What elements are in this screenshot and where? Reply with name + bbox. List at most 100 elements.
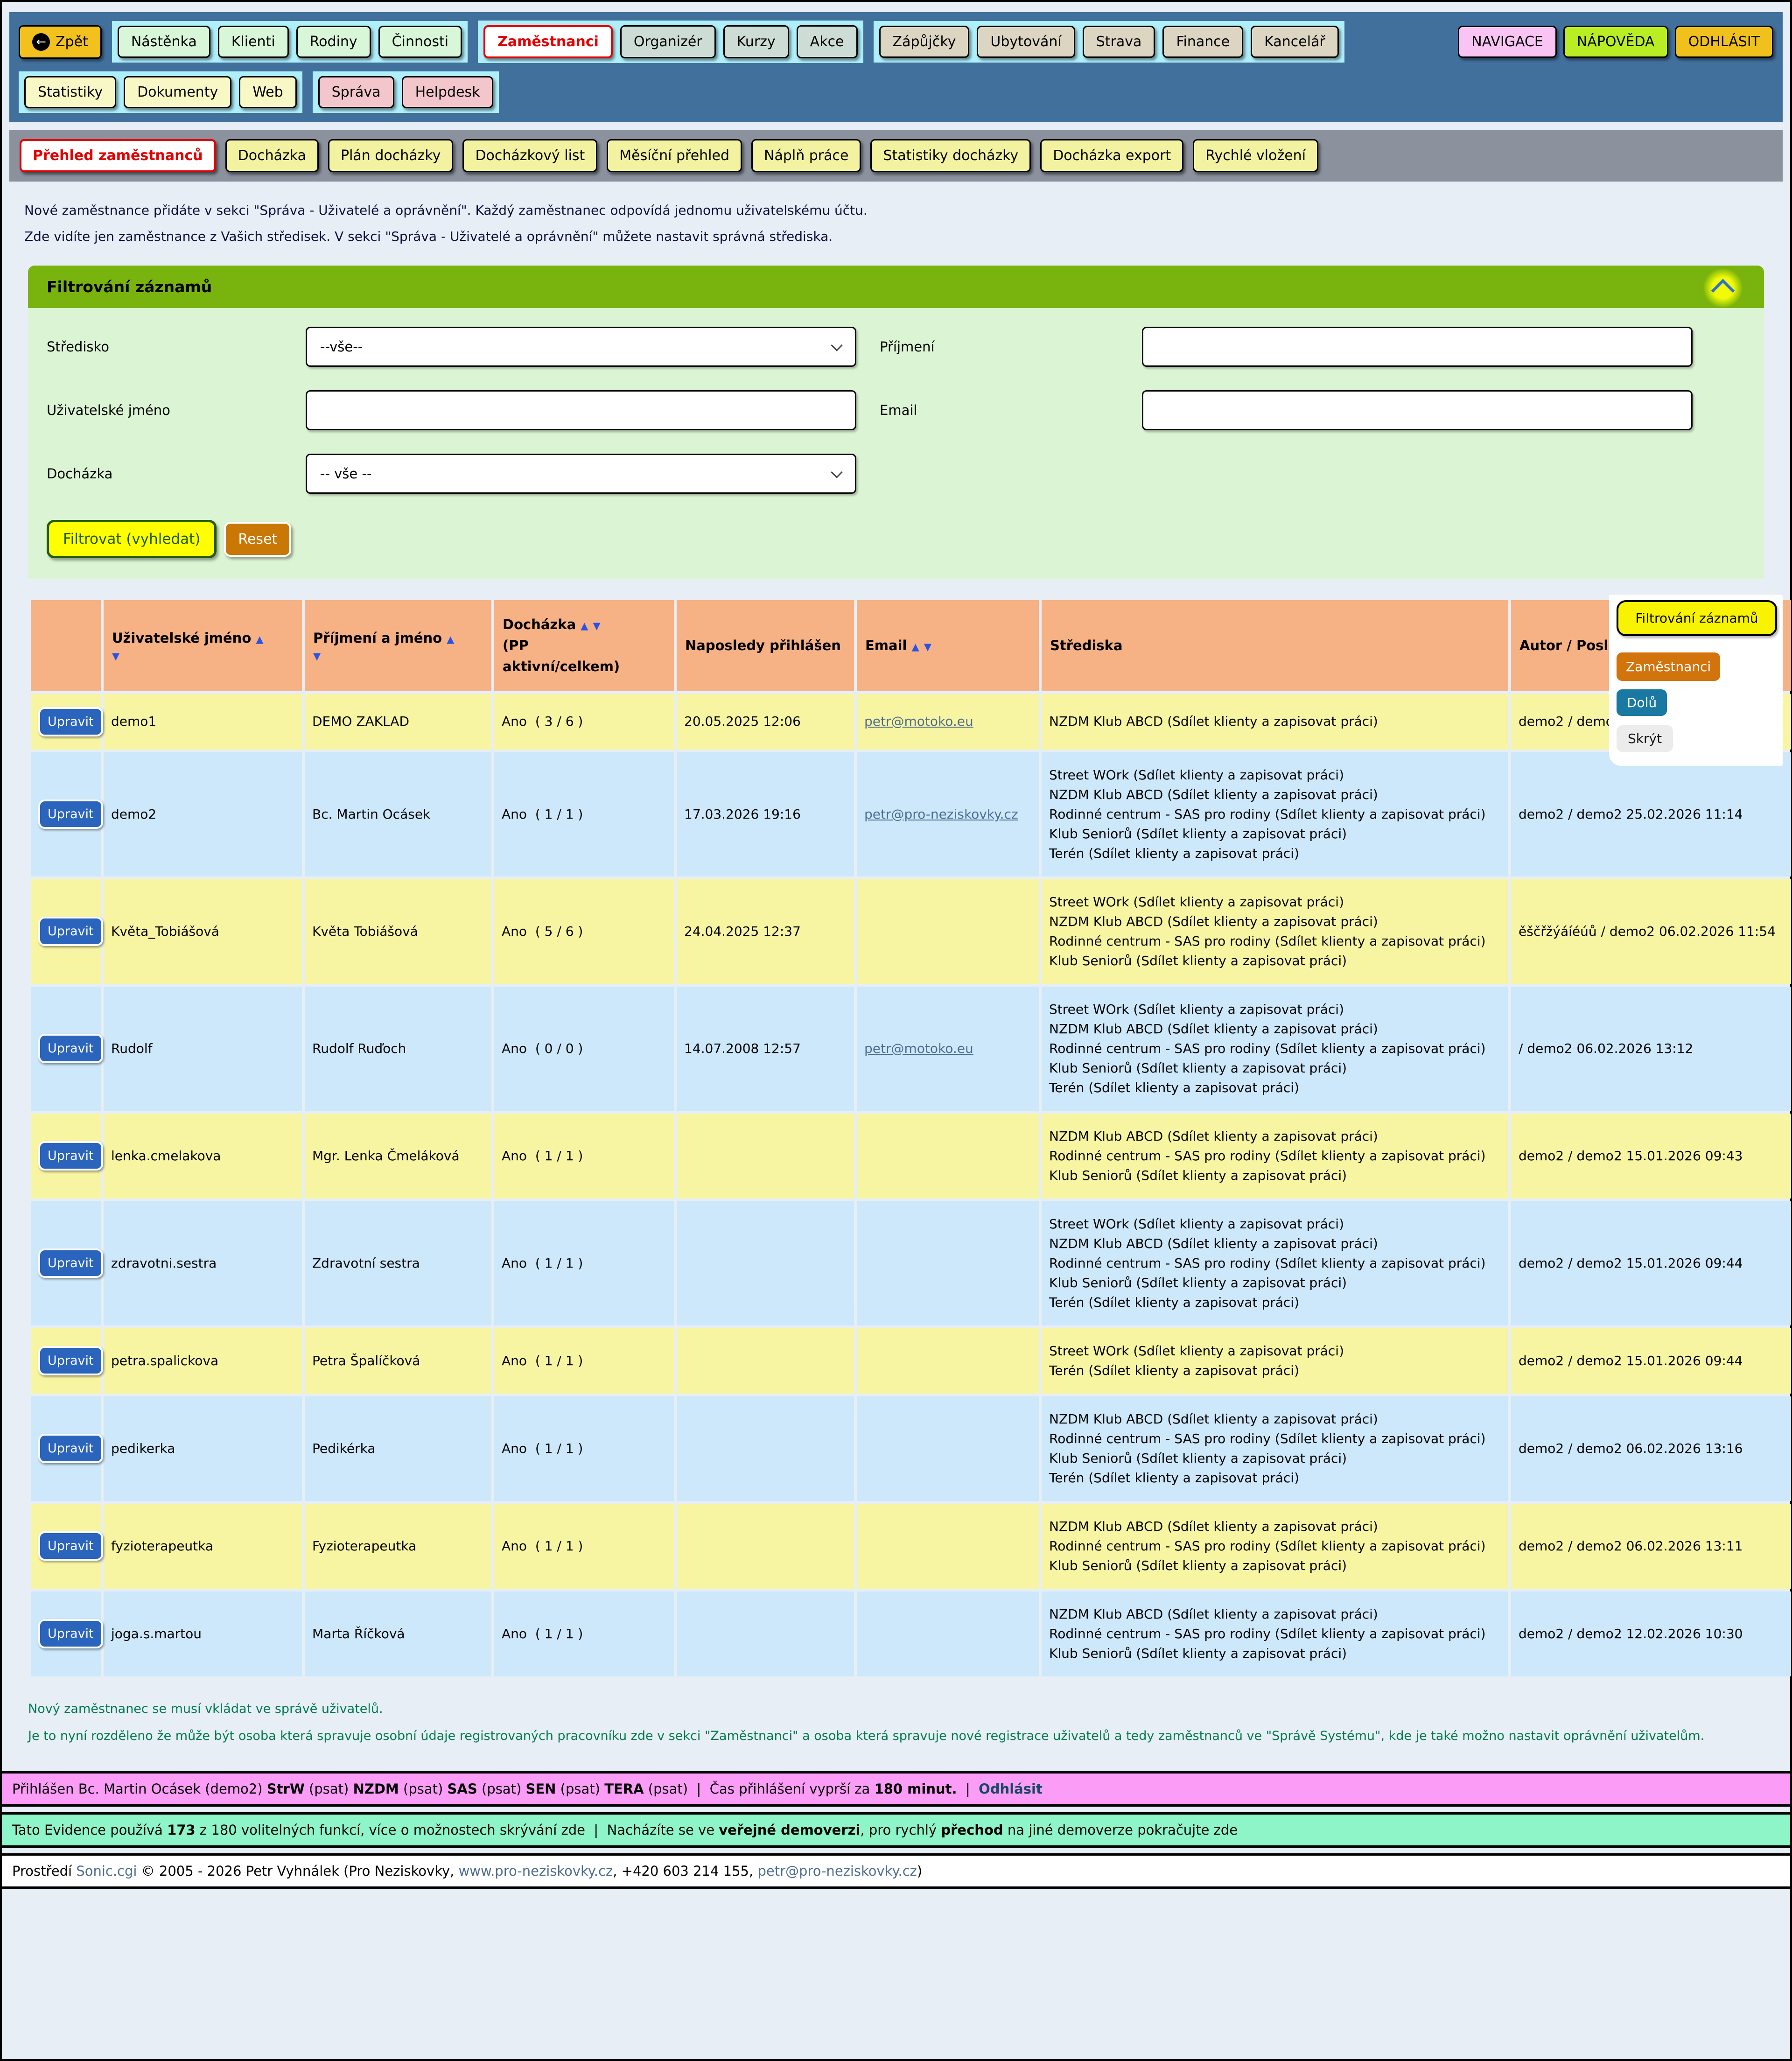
subnav-item-rychl-vlo-en[interactable]: Rychlé vložení bbox=[1193, 139, 1319, 172]
edit-button[interactable]: Upravit bbox=[38, 1141, 103, 1171]
nav-item-ubytov-n[interactable]: Ubytování bbox=[977, 26, 1075, 58]
edit-button[interactable]: Upravit bbox=[38, 1619, 103, 1649]
nav-item-finance[interactable]: Finance bbox=[1162, 26, 1244, 58]
nav-item-statistiky[interactable]: Statistiky bbox=[24, 76, 117, 108]
stredisko-select[interactable]: --vše-- bbox=[306, 327, 856, 367]
intro-text: Nové zaměstnance přidáte v sekci "Správa… bbox=[24, 197, 1768, 250]
center-entry: Rodinné centrum - SAS pro rodiny (Sdílet… bbox=[1049, 933, 1486, 949]
center-entry: Street WOrk (Sdílet klienty a zapisovat … bbox=[1049, 1216, 1344, 1232]
centers-cell: Street WOrk (Sdílet klienty a zapisovat … bbox=[1042, 879, 1508, 984]
attendance-column-header: Docházka ▲ ▼ (PP aktivní/celkem) bbox=[494, 600, 674, 691]
popup-item-zamestnanci[interactable]: Zaměstnanci bbox=[1617, 652, 1721, 681]
edit-button[interactable]: Upravit bbox=[38, 1248, 103, 1278]
email-link[interactable]: petr@motoko.eu bbox=[864, 714, 973, 729]
footer-link[interactable]: www.pro-neziskovky.cz bbox=[458, 1863, 613, 1879]
edit-button[interactable]: Upravit bbox=[38, 1034, 103, 1064]
filter-panel-title: Filtrování záznamů bbox=[47, 278, 212, 296]
nav-item-navigace[interactable]: NAVIGACE bbox=[1458, 26, 1557, 58]
subnav-item-doch-zka-export[interactable]: Docházka export bbox=[1040, 139, 1184, 172]
nav-item-n-pov-da[interactable]: NÁPOVĚDA bbox=[1563, 26, 1668, 58]
username-cell: joga.s.martou bbox=[104, 1591, 302, 1676]
nav-item-rodiny[interactable]: Rodiny bbox=[296, 26, 371, 58]
author-cell: demo2 / demo2 06.02.2026 13:11 bbox=[1511, 1503, 1791, 1589]
table-row: Upravit petra.spalickova Petra Špalíčková A… bbox=[31, 1328, 1791, 1394]
sort-asc-icon[interactable]: ▲ bbox=[581, 620, 588, 631]
email-input[interactable] bbox=[1142, 390, 1693, 430]
edit-button[interactable]: Upravit bbox=[38, 799, 103, 829]
nav-item-strava[interactable]: Strava bbox=[1082, 26, 1155, 58]
center-entry: Street WOrk (Sdílet klienty a zapisovat … bbox=[1049, 1343, 1344, 1359]
footer-link[interactable]: petr@pro-neziskovky.cz bbox=[757, 1863, 917, 1879]
filter-panel-body: Středisko --vše-- Příjmení Uživatelské j… bbox=[28, 308, 1764, 579]
nav-item-spr-va[interactable]: Správa bbox=[318, 76, 394, 108]
sort-desc-icon[interactable]: ▼ bbox=[593, 620, 601, 631]
nav-item-klienti[interactable]: Klienti bbox=[217, 26, 289, 58]
filter-submit-button[interactable]: Filtrovat (vyhledat) bbox=[47, 520, 217, 558]
name-cell: Mgr. Lenka Čmeláková bbox=[305, 1113, 491, 1199]
subnav-item-p-ehled-zam-stnanc[interactable]: Přehled zaměstnanců bbox=[20, 139, 216, 172]
subnav-item-pl-n-doch-zky[interactable]: Plán docházky bbox=[328, 139, 454, 172]
edit-button[interactable]: Upravit bbox=[38, 1346, 103, 1376]
name-cell: Petra Špalíčková bbox=[305, 1328, 491, 1394]
footer-link[interactable]: Sonic.cgi bbox=[76, 1863, 137, 1879]
sort-desc-icon[interactable]: ▼ bbox=[924, 641, 932, 652]
edit-button[interactable]: Upravit bbox=[38, 917, 103, 946]
author-cell: demo2 / demo2 15.01.2026 09:43 bbox=[1511, 1113, 1791, 1199]
table-row: Upravit fyzioterapeutka Fyzioterapeutka Ano… bbox=[31, 1503, 1791, 1589]
nav-item-helpdesk[interactable]: Helpdesk bbox=[401, 76, 494, 108]
filter-row: Docházka -- vše -- bbox=[47, 454, 1745, 494]
table-row: Upravit lenka.cmelakova Mgr. Lenka Čmeláko… bbox=[31, 1113, 1791, 1199]
demo-info-bar: Tato Evidence používá 173 z 180 voliteln… bbox=[2, 1812, 1790, 1848]
last-login-cell bbox=[677, 1591, 854, 1676]
subnav-item-statistiky-doch-zky[interactable]: Statistiky docházky bbox=[870, 139, 1031, 172]
popup-item-filtrovani[interactable]: Filtrování záznamů bbox=[1617, 600, 1777, 636]
subnav-item-m-s-n-p-ehled[interactable]: Měsíční přehled bbox=[607, 139, 742, 172]
centers-cell: Street WOrk (Sdílet klienty a zapisovat … bbox=[1042, 1328, 1508, 1394]
chevron-down-icon bbox=[831, 339, 843, 351]
sort-asc-icon[interactable]: ▲ bbox=[256, 633, 264, 645]
nav-item-kurzy[interactable]: Kurzy bbox=[723, 25, 789, 58]
subnav-item-doch-zka[interactable]: Docházka bbox=[225, 139, 319, 172]
nav-item-odhl-sit[interactable]: ODHLÁSIT bbox=[1674, 26, 1773, 58]
nav-item-z-p-j-ky[interactable]: Zápůjčky bbox=[879, 26, 970, 58]
edit-button[interactable]: Upravit bbox=[38, 1531, 103, 1561]
chevron-down-icon bbox=[831, 466, 843, 478]
sort-asc-icon[interactable]: ▲ bbox=[911, 641, 919, 652]
popup-item-skryt[interactable]: Skrýt bbox=[1617, 725, 1673, 752]
uzivatelske-jmeno-input[interactable] bbox=[306, 390, 856, 430]
popup-item-dolu[interactable]: Dolů bbox=[1617, 689, 1667, 716]
prijmeni-input[interactable] bbox=[1142, 327, 1693, 367]
employees-table-wrap: Uživatelské jméno ▲ ▼ Příjmení a jméno ▲… bbox=[28, 595, 1791, 1679]
nav-item-organiz-r[interactable]: Organizér bbox=[620, 25, 716, 58]
email-link[interactable]: petr@pro-neziskovky.cz bbox=[864, 806, 1018, 822]
center-entry: Rodinné centrum - SAS pro rodiny (Sdílet… bbox=[1049, 806, 1486, 822]
subnav-item-doch-zkov-list[interactable]: Docházkový list bbox=[462, 139, 598, 172]
sort-desc-icon[interactable]: ▼ bbox=[112, 650, 120, 662]
footer-link[interactable]: na jiné demoverze pokračujte zde bbox=[1003, 1822, 1238, 1838]
footer-link[interactable]: přechod bbox=[941, 1822, 1003, 1838]
sort-desc-icon[interactable]: ▼ bbox=[313, 650, 321, 662]
nav-item-akce[interactable]: Akce bbox=[796, 25, 858, 58]
nav-item-zam-stnanci[interactable]: Zaměstnanci bbox=[483, 25, 613, 58]
nav-item-n-st-nka[interactable]: Nástěnka bbox=[117, 26, 210, 58]
name-column-header: Příjmení a jméno ▲ ▼ bbox=[305, 600, 491, 691]
footer-link[interactable]: více o možnostech skrývání zde bbox=[369, 1822, 585, 1838]
filter-reset-button[interactable]: Reset bbox=[224, 521, 292, 557]
edit-button[interactable]: Upravit bbox=[38, 707, 103, 736]
filter-row: Uživatelské jméno Email bbox=[47, 390, 1745, 430]
sort-asc-icon[interactable]: ▲ bbox=[447, 633, 455, 645]
email-link[interactable]: petr@motoko.eu bbox=[864, 1040, 973, 1056]
collapse-filter-button[interactable] bbox=[1703, 268, 1743, 308]
footer-link[interactable]: pro rychlý bbox=[868, 1822, 941, 1838]
nav-item-kancel[interactable]: Kancelář bbox=[1251, 26, 1339, 58]
back-button[interactable]: ← Zpět bbox=[19, 25, 102, 59]
nav-item-web[interactable]: Web bbox=[239, 76, 297, 108]
filter-panel-header: Filtrování záznamů bbox=[28, 266, 1764, 308]
nav-item-innosti[interactable]: Činnosti bbox=[378, 26, 462, 58]
nav-item-dokumenty[interactable]: Dokumenty bbox=[124, 76, 232, 108]
subnav-item-n-pl-pr-ce[interactable]: Náplň práce bbox=[751, 139, 861, 172]
edit-button[interactable]: Upravit bbox=[38, 1434, 103, 1464]
dochazka-select[interactable]: -- vše -- bbox=[306, 454, 856, 494]
footer-link[interactable]: Odhlásit bbox=[979, 1781, 1043, 1797]
